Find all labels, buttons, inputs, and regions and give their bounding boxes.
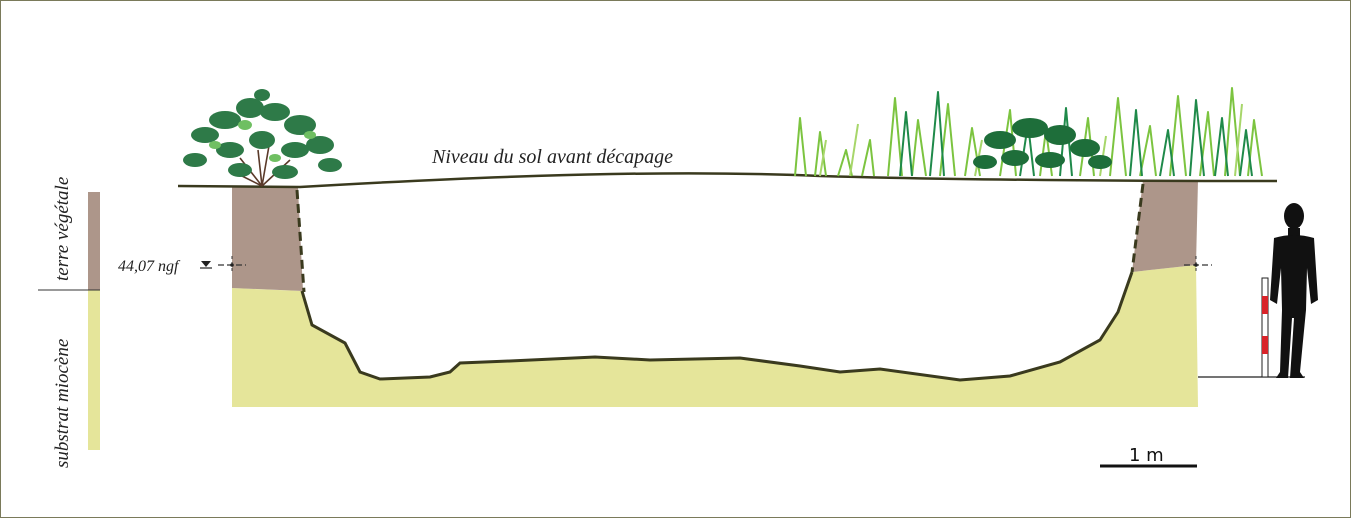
elevation-label: 44,07 ngf bbox=[118, 258, 181, 275]
human-silhouette-icon bbox=[1270, 203, 1318, 378]
pit-wall-right-dashed bbox=[1130, 183, 1145, 273]
scale-label: 1 m bbox=[1129, 445, 1164, 466]
pit-profile bbox=[300, 271, 1134, 382]
shrub-icon bbox=[183, 89, 342, 187]
ground-line bbox=[177, 172, 1278, 189]
legend-topsoil-label: terre végétale bbox=[52, 177, 73, 281]
legend-substrate-swatch bbox=[88, 290, 100, 450]
pit-wall-left-dashed bbox=[295, 189, 306, 293]
substrate-layer bbox=[232, 265, 1198, 407]
legend-substrate-label: substrat miocène bbox=[52, 339, 73, 468]
elevation-marker-icon bbox=[201, 261, 211, 267]
topsoil-left bbox=[232, 186, 303, 291]
ground-level-label: Niveau du sol avant décapage bbox=[431, 146, 673, 168]
bush-icon bbox=[973, 118, 1112, 169]
legend-topsoil-swatch bbox=[88, 192, 100, 290]
topsoil-right bbox=[1132, 180, 1198, 272]
survey-rod-icon bbox=[1261, 277, 1269, 378]
